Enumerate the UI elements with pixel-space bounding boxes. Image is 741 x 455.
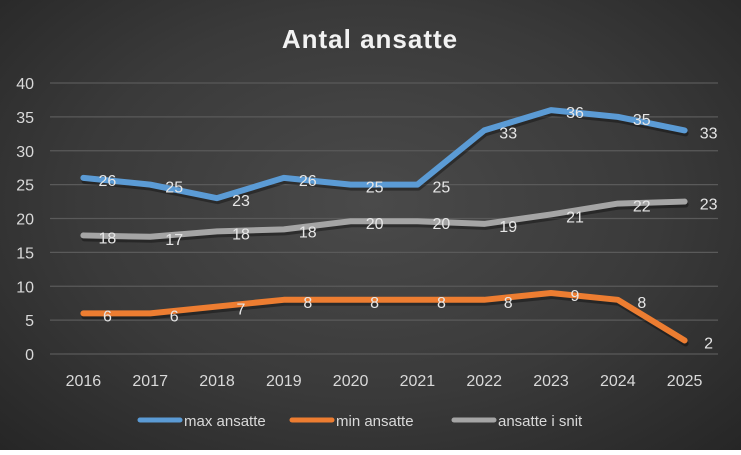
x-tick-label: 2018 — [199, 373, 235, 390]
x-tick-label: 2017 — [132, 373, 168, 390]
data-label-min-ansatte: 2 — [704, 335, 713, 352]
x-tick-label: 2020 — [333, 373, 369, 390]
data-label-ansatte-i-snit: 22 — [633, 199, 651, 216]
legend-label: min ansatte — [336, 413, 414, 430]
data-label-ansatte-i-snit: 18 — [232, 226, 250, 243]
data-label-min-ansatte: 8 — [303, 295, 312, 312]
data-label-ansatte-i-snit: 20 — [366, 216, 384, 233]
data-label-ansatte-i-snit: 18 — [299, 224, 317, 241]
x-tick-label: 2016 — [66, 373, 102, 390]
legend-label: ansatte i snit — [498, 413, 583, 430]
data-label-max-ansatte: 35 — [633, 112, 651, 129]
data-label-min-ansatte: 7 — [237, 302, 246, 319]
data-label-max-ansatte: 26 — [99, 173, 117, 190]
legend-label: max ansatte — [184, 413, 266, 430]
data-label-max-ansatte: 25 — [366, 180, 384, 197]
x-tick-label: 2025 — [667, 373, 703, 390]
data-label-ansatte-i-snit: 19 — [499, 219, 517, 236]
data-label-min-ansatte: 8 — [370, 295, 379, 312]
data-label-min-ansatte: 6 — [170, 308, 179, 325]
y-tick-label: 20 — [16, 212, 34, 229]
y-tick-label: 15 — [16, 245, 34, 262]
data-label-min-ansatte: 8 — [637, 295, 646, 312]
x-tick-label: 2021 — [400, 373, 436, 390]
data-label-min-ansatte: 8 — [504, 295, 513, 312]
y-tick-label: 25 — [16, 178, 34, 195]
data-label-min-ansatte: 6 — [103, 308, 112, 325]
y-tick-label: 35 — [16, 110, 34, 127]
data-label-ansatte-i-snit: 17 — [165, 232, 183, 249]
chart-title: Antal ansatte — [282, 24, 458, 54]
y-tick-label: 30 — [16, 144, 34, 161]
y-tick-label: 5 — [25, 313, 34, 330]
data-label-ansatte-i-snit: 23 — [700, 197, 718, 214]
data-label-max-ansatte: 23 — [232, 193, 250, 210]
x-tick-label: 2023 — [533, 373, 569, 390]
data-label-ansatte-i-snit: 21 — [566, 209, 584, 226]
data-label-ansatte-i-snit: 18 — [99, 230, 117, 247]
x-tick-label: 2022 — [466, 373, 502, 390]
y-tick-label: 10 — [16, 279, 34, 296]
data-label-min-ansatte: 8 — [437, 295, 446, 312]
legend-item-max-ansatte[interactable]: max ansatte — [140, 413, 266, 430]
data-label-max-ansatte: 33 — [700, 125, 718, 142]
data-label-max-ansatte: 26 — [299, 173, 317, 190]
data-label-max-ansatte: 25 — [165, 180, 183, 197]
x-tick-label: 2019 — [266, 373, 302, 390]
y-tick-label: 40 — [16, 76, 34, 93]
x-tick-label: 2024 — [600, 373, 636, 390]
data-label-max-ansatte: 36 — [566, 105, 584, 122]
data-label-ansatte-i-snit: 20 — [433, 216, 451, 233]
legend-item-ansatte-i-snit[interactable]: ansatte i snit — [454, 413, 583, 430]
y-tick-label: 0 — [25, 347, 34, 364]
data-label-min-ansatte: 9 — [571, 288, 580, 305]
data-label-max-ansatte: 33 — [499, 125, 517, 142]
data-label-max-ansatte: 25 — [433, 180, 451, 197]
legend-item-min-ansatte[interactable]: min ansatte — [292, 413, 414, 430]
